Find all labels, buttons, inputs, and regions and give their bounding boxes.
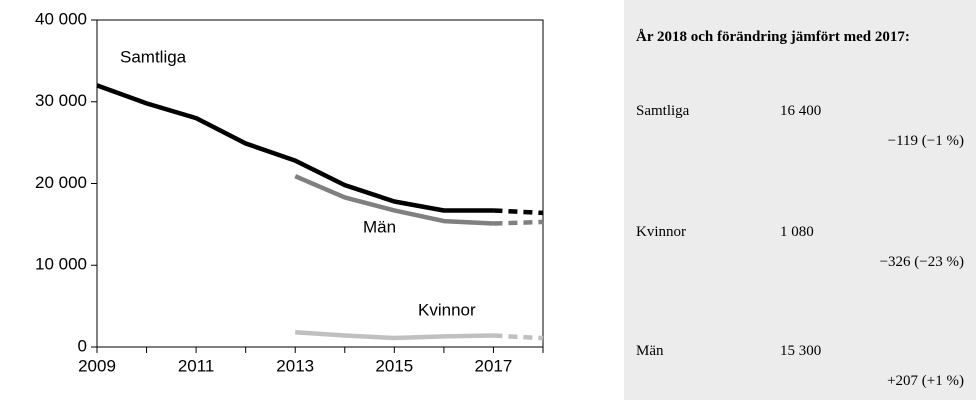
panel-change: −326 (−23 %) xyxy=(879,254,964,270)
series-line-dashed xyxy=(493,208,544,216)
x-tick-label: 2017 xyxy=(475,356,513,375)
panel-title: År 2018 och förändring jämfört med 2017: xyxy=(636,29,910,45)
panel-label: Män xyxy=(636,343,664,359)
panel-label: Samtliga xyxy=(636,103,690,119)
x-tick-label: 2015 xyxy=(375,356,413,375)
series-label: Kvinnor xyxy=(418,300,476,319)
series-line xyxy=(96,83,494,213)
chart: 0 10 000 20 000 30 000 40 000 2009 2011 2013 201… xyxy=(35,9,544,375)
panel-value: 1 080 xyxy=(780,224,814,240)
x-tick-label: 2011 xyxy=(178,356,215,375)
x-tick-label: 2013 xyxy=(276,356,314,375)
panel-change: +207 (+1 %) xyxy=(887,373,964,389)
series-label: Samtliga xyxy=(120,47,187,66)
series-line xyxy=(294,174,494,226)
summary-panel: År 2018 och förändring jämfört med 2017:… xyxy=(624,0,976,400)
series-label: Män xyxy=(363,217,396,236)
plot-frame xyxy=(96,19,544,348)
y-tick-label: 0 xyxy=(78,336,87,355)
y-tick-label: 20 000 xyxy=(35,173,87,192)
series-line-dashed xyxy=(493,333,544,341)
x-tick-label: 2009 xyxy=(78,356,116,375)
series-line xyxy=(295,330,494,341)
y-tick-label: 40 000 xyxy=(35,9,87,28)
panel-value: 15 300 xyxy=(780,343,822,359)
y-tick-label: 30 000 xyxy=(35,91,87,110)
y-tick-label: 10 000 xyxy=(35,255,87,274)
panel-change: −119 (−1 %) xyxy=(887,133,964,149)
series-line-dashed xyxy=(493,219,544,226)
panel-label: Kvinnor xyxy=(636,224,686,240)
panel-value: 16 400 xyxy=(780,103,822,119)
